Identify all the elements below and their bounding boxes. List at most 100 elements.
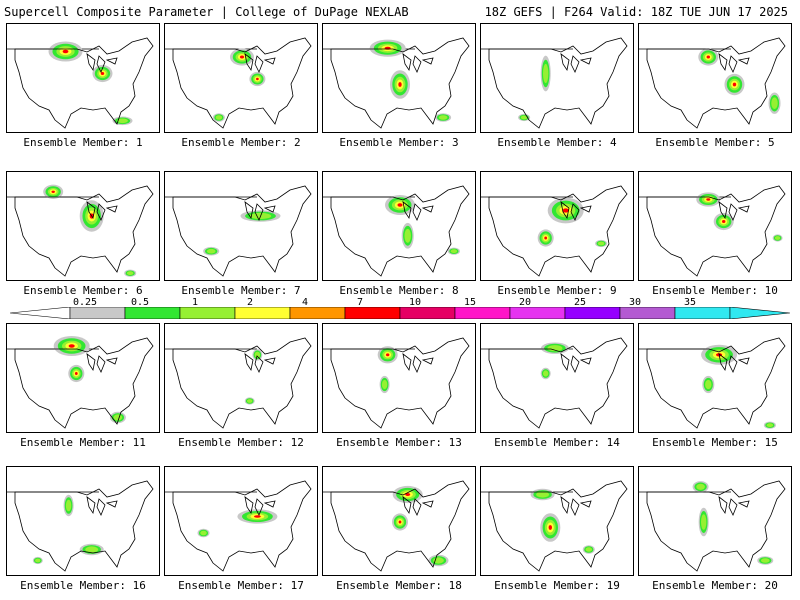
colorbar-tick-label: 0.5 [130,297,150,308]
colorbar-tick-label: 30 [628,297,642,308]
map-svg [481,37,628,129]
map-svg [165,185,312,277]
colorbar-segment [399,307,456,319]
map-svg [639,480,786,572]
map-svg [323,337,470,429]
great-lakes [718,201,750,221]
great-lakes [244,201,276,221]
great-lakes [86,353,118,373]
great-lakes [560,53,592,73]
map-panel-member-20 [638,466,792,576]
coastline [488,480,628,572]
great-lakes [244,496,276,516]
scp-contour [547,345,563,352]
map-title: Supercell Composite Parameter | College … [4,5,409,19]
member-caption: Ensemble Member: 11 [20,436,146,449]
coastline [646,480,786,572]
great-lakes [402,496,434,516]
member-caption: Ensemble Member: 20 [652,579,778,592]
colorbar-segment [289,307,346,319]
great-lakes [402,201,434,221]
member-caption: Ensemble Member: 8 [339,284,459,297]
great-lakes [560,496,592,516]
scp-contour [450,249,458,254]
map-svg [639,37,786,129]
coastline [14,185,154,277]
coastline [172,37,312,129]
coastline [646,185,786,277]
colorbar-tick-label: 15 [463,297,477,308]
scp-contour [398,520,402,524]
colorbar-segment [509,307,566,319]
scp-contour [732,82,737,87]
scp-contour [766,423,774,428]
member-caption: Ensemble Member: 4 [497,136,617,149]
coastline [14,480,154,572]
great-lakes [86,496,118,516]
member-caption: Ensemble Member: 10 [652,284,778,297]
scp-contour [536,491,550,498]
map-svg [7,335,154,429]
member-caption: Ensemble Member: 15 [652,436,778,449]
scp-contour [215,115,223,120]
scp-contour [51,190,55,194]
scp-contour [85,546,99,553]
member-caption: Ensemble Member: 17 [178,579,304,592]
scp-contour [542,63,549,84]
scp-contour [68,344,75,348]
member-caption: Ensemble Member: 19 [494,579,620,592]
scp-contour [696,483,705,490]
coastline [330,337,470,429]
map-panel-member-15 [638,323,792,433]
member-caption: Ensemble Member: 6 [23,284,143,297]
great-lakes [560,353,592,373]
colorbar-segment [454,307,511,319]
coastline [330,37,470,129]
scp-contour [200,530,207,536]
scp-contour [438,115,448,120]
great-lakes [86,201,118,221]
map-svg [481,337,628,429]
scp-contour [705,379,712,390]
colorbar-over-arrow [729,307,790,319]
colorbar-tick-label: 25 [573,297,587,308]
scp-contour [239,55,245,59]
coastline [646,337,786,429]
member-caption: Ensemble Member: 16 [20,579,146,592]
great-lakes [244,353,276,373]
coastline [14,37,154,129]
colorbar-tick-label: 0.25 [72,297,98,308]
colorbar-tick-label: 10 [408,297,422,308]
member-caption: Ensemble Member: 3 [339,136,459,149]
scp-contour [113,414,123,421]
coastline [646,37,786,129]
map-panel-member-6 [6,171,160,281]
scp-contour [385,353,390,357]
great-lakes [718,53,750,73]
map-svg [481,480,628,572]
scp-contour [706,198,711,201]
map-panel-member-2 [164,23,318,133]
great-lakes [244,53,276,73]
colorbar-segment [674,307,731,319]
map-svg [323,480,470,572]
scp-contour [35,558,41,563]
member-caption: Ensemble Member: 1 [23,136,143,149]
member-caption: Ensemble Member: 7 [181,284,301,297]
map-panel-member-10 [638,171,792,281]
scp-contour [597,241,605,246]
scp-contour [520,115,528,120]
colorbar-segment [124,307,181,319]
member-caption: Ensemble Member: 5 [655,136,775,149]
map-panel-member-8 [322,171,476,281]
scp-contour [397,203,403,207]
map-panel-member-14 [480,323,634,433]
member-caption: Ensemble Member: 9 [497,284,617,297]
map-panel-member-13 [322,323,476,433]
scp-contour [254,351,261,358]
scp-contour [544,236,548,240]
map-svg [165,337,312,429]
scp-contour [256,77,259,81]
scp-contour [405,493,411,496]
scp-contour [771,97,778,109]
